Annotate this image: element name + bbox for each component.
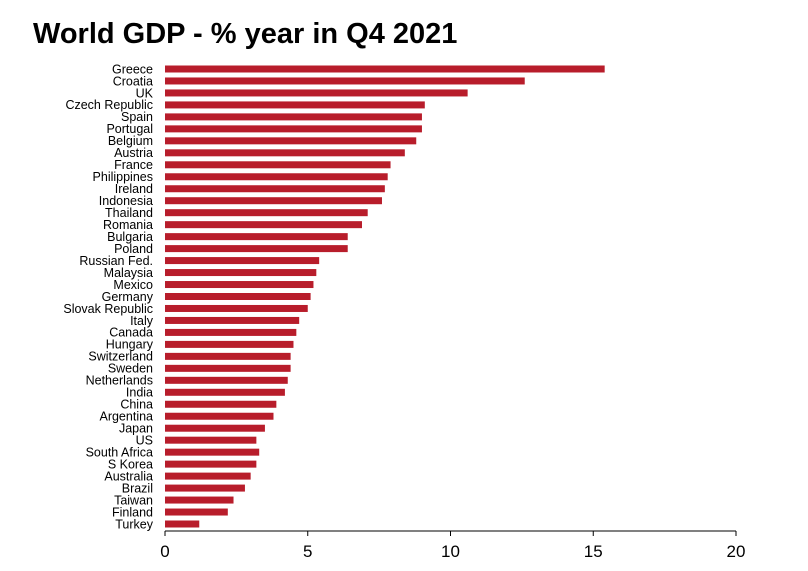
category-label: Czech Republic: [65, 98, 153, 112]
category-label: Greece: [112, 62, 153, 76]
bar: [165, 364, 291, 372]
category-label: Japan: [119, 422, 153, 436]
bar: [165, 460, 257, 468]
category-label: China: [120, 398, 153, 412]
category-label: Brazil: [122, 481, 153, 495]
bar: [165, 328, 297, 336]
category-label: Turkey: [115, 517, 153, 531]
category-label: Germany: [102, 290, 154, 304]
bar: [165, 400, 277, 408]
category-label: Taiwan: [114, 493, 153, 507]
category-label: Portugal: [106, 122, 153, 136]
bar: [165, 269, 317, 277]
bar: [165, 173, 388, 181]
category-label: Netherlands: [86, 374, 153, 388]
category-label: Romania: [103, 218, 153, 232]
bar: [165, 304, 308, 312]
bar: [165, 281, 314, 289]
category-label: Argentina: [99, 410, 153, 424]
bar: [165, 125, 422, 133]
bar: [165, 424, 265, 432]
x-tick-label: 0: [160, 542, 169, 561]
category-label: India: [126, 386, 153, 400]
category-label: Bulgaria: [107, 230, 153, 244]
bar: [165, 496, 234, 504]
category-label: Poland: [114, 242, 153, 256]
category-label: South Africa: [86, 445, 153, 459]
bar: [165, 484, 245, 492]
bar: [165, 137, 417, 145]
category-label: Belgium: [108, 134, 153, 148]
bar: [165, 388, 285, 396]
bar: [165, 293, 311, 300]
x-axis-ticks: 0 5 10 15 20: [160, 531, 745, 561]
category-label: Sweden: [108, 362, 153, 376]
bar: [165, 412, 274, 420]
category-label: Switzerland: [88, 350, 153, 364]
category-label: Australia: [104, 469, 153, 483]
x-tick-label: 20: [727, 542, 746, 561]
bar: [165, 149, 405, 157]
bar: [165, 185, 385, 193]
bar: [165, 77, 525, 85]
category-label: Russian Fed.: [79, 254, 153, 268]
bar: [165, 376, 288, 384]
category-label: Indonesia: [99, 194, 153, 208]
category-label: Mexico: [113, 278, 153, 292]
bar: [165, 197, 382, 205]
bars-group: [165, 65, 605, 528]
chart-title: World GDP - % year in Q4 2021: [33, 18, 458, 50]
category-label: Finland: [112, 505, 153, 519]
category-label: Ireland: [115, 182, 153, 196]
bar: [165, 161, 391, 169]
bar: [165, 340, 294, 348]
category-label: Croatia: [113, 74, 153, 88]
category-label: Canada: [109, 326, 153, 340]
category-label: UK: [136, 86, 154, 100]
bar: [165, 101, 425, 109]
category-label: Philippines: [93, 170, 153, 184]
bar: [165, 508, 228, 516]
bar: [165, 65, 605, 73]
bar: [165, 233, 348, 241]
bar: [165, 245, 348, 253]
bar: [165, 221, 362, 229]
category-label: US: [136, 433, 153, 447]
category-label: Slovak Republic: [63, 302, 153, 316]
category-label: Spain: [121, 110, 153, 124]
bar: [165, 209, 368, 217]
category-label: Malaysia: [104, 266, 153, 280]
bar: [165, 257, 320, 265]
bar: [165, 352, 291, 360]
bar: [165, 436, 257, 444]
category-label: Italy: [130, 314, 154, 328]
bar: [165, 316, 300, 324]
bar: [165, 448, 260, 456]
category-label: Hungary: [106, 338, 154, 352]
bar: [165, 89, 468, 97]
category-label: Thailand: [105, 206, 153, 220]
category-label: Austria: [114, 146, 153, 160]
x-tick-label: 15: [584, 542, 603, 561]
category-label: France: [114, 158, 153, 172]
category-label: S Korea: [108, 457, 153, 471]
x-tick-label: 5: [303, 542, 312, 561]
bar: [165, 520, 200, 528]
x-tick-label: 10: [441, 542, 460, 561]
bar: [165, 113, 422, 121]
bar: [165, 472, 251, 480]
